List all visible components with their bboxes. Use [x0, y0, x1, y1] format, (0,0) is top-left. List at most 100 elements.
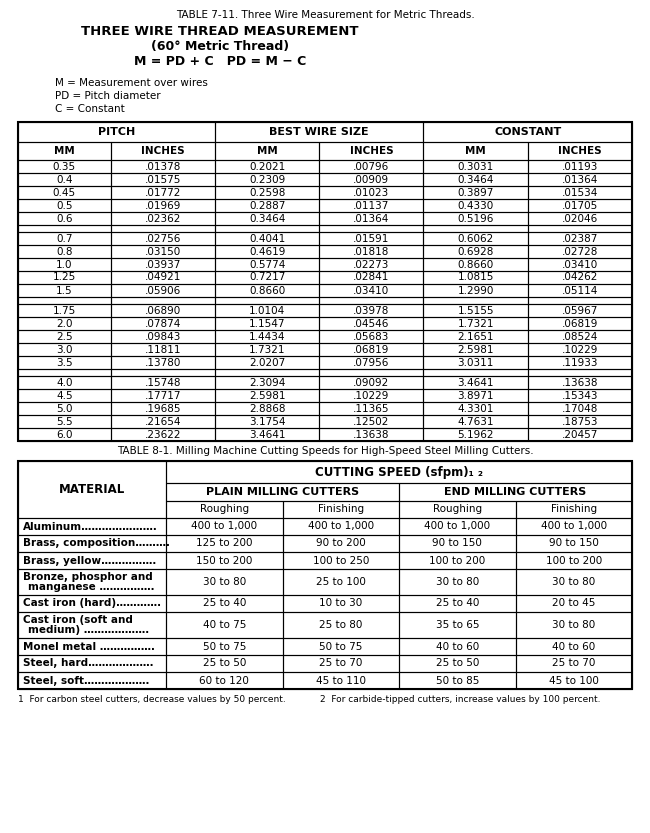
- Bar: [319, 402, 423, 415]
- Text: 0.5: 0.5: [56, 201, 73, 211]
- Bar: [18, 304, 111, 317]
- Bar: [18, 330, 111, 343]
- Bar: [111, 245, 215, 258]
- Bar: [18, 232, 111, 245]
- Bar: [423, 402, 528, 415]
- Bar: [319, 297, 423, 304]
- Bar: [399, 552, 515, 569]
- Text: 40 to 60: 40 to 60: [552, 641, 595, 651]
- Text: .13638: .13638: [562, 377, 598, 387]
- Bar: [166, 552, 283, 569]
- Text: 1.5: 1.5: [56, 286, 73, 296]
- Bar: [399, 501, 515, 518]
- Bar: [319, 160, 423, 173]
- Bar: [423, 389, 528, 402]
- Text: PLAIN MILLING CUTTERS: PLAIN MILLING CUTTERS: [206, 487, 359, 497]
- Text: 5.5: 5.5: [56, 416, 73, 426]
- Bar: [166, 518, 283, 535]
- Bar: [18, 160, 111, 173]
- Bar: [18, 535, 166, 552]
- Bar: [423, 271, 528, 284]
- Bar: [18, 142, 111, 160]
- Bar: [18, 552, 166, 569]
- Text: 25 to 50: 25 to 50: [436, 659, 479, 669]
- Text: 50 to 85: 50 to 85: [436, 676, 479, 686]
- Bar: [319, 232, 423, 245]
- Bar: [319, 173, 423, 186]
- Bar: [423, 258, 528, 271]
- Text: 50 to 75: 50 to 75: [203, 641, 246, 651]
- Text: 10 to 30: 10 to 30: [319, 598, 363, 608]
- Text: .05906: .05906: [145, 286, 181, 296]
- Bar: [515, 638, 632, 655]
- Text: 0.3464: 0.3464: [458, 174, 494, 184]
- Bar: [111, 317, 215, 330]
- Text: Brass, yellow…………….: Brass, yellow…………….: [23, 556, 157, 566]
- Bar: [283, 595, 399, 612]
- Bar: [423, 173, 528, 186]
- Bar: [111, 356, 215, 369]
- Bar: [528, 160, 632, 173]
- Text: PD = Pitch diameter: PD = Pitch diameter: [55, 91, 161, 101]
- Text: 6.0: 6.0: [56, 430, 73, 440]
- Bar: [18, 655, 166, 672]
- Bar: [18, 376, 111, 389]
- Bar: [423, 330, 528, 343]
- Bar: [319, 225, 423, 232]
- Text: .23622: .23622: [144, 430, 181, 440]
- Bar: [166, 535, 283, 552]
- Bar: [399, 655, 515, 672]
- Bar: [528, 415, 632, 428]
- Bar: [215, 369, 319, 376]
- Text: 2.8868: 2.8868: [249, 403, 285, 413]
- Bar: [18, 461, 166, 518]
- Text: 4.3301: 4.3301: [458, 403, 494, 413]
- Text: Roughing: Roughing: [433, 505, 482, 515]
- Bar: [319, 389, 423, 402]
- Text: .02756: .02756: [144, 233, 181, 243]
- Text: .01378: .01378: [144, 162, 181, 172]
- Bar: [528, 258, 632, 271]
- Text: 3.8971: 3.8971: [458, 391, 494, 401]
- Bar: [215, 304, 319, 317]
- Text: .01023: .01023: [353, 187, 389, 197]
- Text: 400 to 1,000: 400 to 1,000: [307, 521, 374, 531]
- Text: 1.2990: 1.2990: [458, 286, 494, 296]
- Bar: [18, 461, 632, 689]
- Bar: [423, 304, 528, 317]
- Bar: [166, 483, 399, 501]
- Bar: [528, 330, 632, 343]
- Bar: [528, 297, 632, 304]
- Text: .06819: .06819: [562, 318, 598, 328]
- Text: .05683: .05683: [353, 332, 389, 342]
- Text: 125 to 200: 125 to 200: [196, 538, 252, 548]
- Text: .11365: .11365: [353, 403, 389, 413]
- Bar: [528, 376, 632, 389]
- Text: 1.0: 1.0: [56, 260, 73, 270]
- Bar: [215, 343, 319, 356]
- Text: .01575: .01575: [144, 174, 181, 184]
- Bar: [319, 142, 423, 160]
- Text: 2.3094: 2.3094: [249, 377, 285, 387]
- Text: 90 to 200: 90 to 200: [316, 538, 365, 548]
- Bar: [18, 271, 111, 284]
- Text: .04921: .04921: [144, 272, 181, 282]
- Bar: [528, 225, 632, 232]
- Bar: [319, 343, 423, 356]
- Bar: [111, 212, 215, 225]
- Bar: [18, 612, 166, 638]
- Text: 100 to 200: 100 to 200: [545, 556, 602, 566]
- Text: Aluminum………………….: Aluminum………………….: [23, 521, 158, 531]
- Bar: [423, 225, 528, 232]
- Text: .00796: .00796: [353, 162, 389, 172]
- Text: .01364: .01364: [353, 213, 389, 223]
- Bar: [283, 655, 399, 672]
- Text: 0.5196: 0.5196: [458, 213, 494, 223]
- Text: 90 to 150: 90 to 150: [549, 538, 599, 548]
- Text: 1  For carbon steel cutters, decrease values by 50 percent.: 1 For carbon steel cutters, decrease val…: [18, 695, 286, 704]
- Bar: [515, 655, 632, 672]
- Bar: [215, 186, 319, 199]
- Bar: [515, 595, 632, 612]
- Text: 0.4330: 0.4330: [458, 201, 494, 211]
- Bar: [515, 501, 632, 518]
